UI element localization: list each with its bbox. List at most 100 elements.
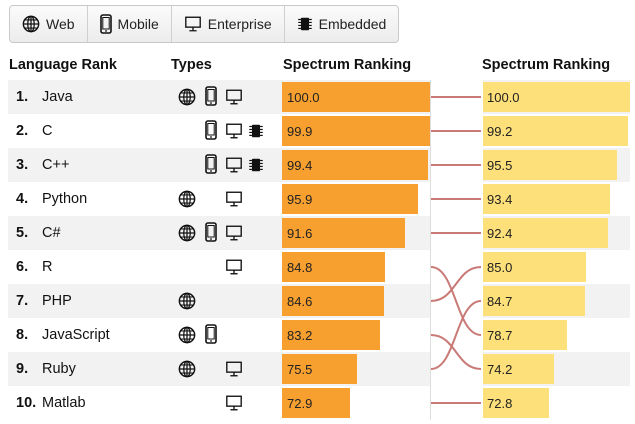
chip-icon [297,15,313,33]
left-ranking-value: 99.4 [287,158,313,173]
language-name: C [42,123,53,139]
table-row[interactable]: 7. PHP 84.6 84.7 [8,284,630,318]
mobile-icon [205,120,217,145]
monitor-icon [225,190,243,213]
left-ranking-value: 95.9 [287,192,313,207]
mobile-icon [205,154,217,179]
left-ranking-bar[interactable]: 84.8 [282,252,385,282]
right-ranking-bar[interactable]: 74.2 [482,354,554,384]
type-icons [168,154,263,179]
right-ranking-value: 92.4 [487,226,513,241]
filter-mobile-button[interactable]: Mobile [88,6,172,42]
monitor-icon [225,224,243,247]
table-row[interactable]: 2. C 99.9 99.2 [8,114,630,148]
type-icons [168,86,248,111]
table-row[interactable]: 5. C# 91.6 92.4 [8,216,630,250]
left-ranking-value: 84.6 [287,294,313,309]
filter-web-button[interactable]: Web [10,6,88,42]
right-ranking-bar[interactable]: 100.0 [482,82,630,112]
language-name: Ruby [42,361,76,377]
type-icons [168,222,248,247]
rank-number: 5. [16,225,29,241]
globe-icon [178,360,196,383]
globe-icon [178,292,196,315]
language-rank-header[interactable]: Language Rank [9,57,117,73]
filter-label: Web [46,16,75,32]
monitor-icon [225,156,243,179]
types-header[interactable]: Types [171,57,212,73]
mobile-icon [205,86,217,111]
right-ranking-bar[interactable]: 85.0 [482,252,586,282]
left-ranking-bar[interactable]: 84.6 [282,286,385,316]
chip-icon [248,156,264,179]
language-name: R [42,259,53,275]
right-ranking-value: 85.0 [487,260,513,275]
platform-filter-bar: Web Mobile Enterprise Embedded [9,5,400,43]
right-ranking-bar[interactable]: 84.7 [482,286,585,316]
right-ranking-bar[interactable]: 78.7 [482,320,567,350]
globe-icon [178,88,196,111]
rank-number: 6. [16,259,29,275]
table-row[interactable]: 9. Ruby 75.5 74.2 [8,352,630,386]
type-icons [168,291,248,313]
monitor-icon [225,394,243,417]
rank-number: 10. [16,395,37,411]
right-ranking-value: 74.2 [487,362,513,377]
language-name: Python [42,191,88,207]
left-ranking-value: 83.2 [287,328,313,343]
left-ranking-value: 91.6 [287,226,313,241]
table-row[interactable]: 6. R 84.8 85.0 [8,250,630,284]
monitor-icon [225,258,243,281]
left-ranking-value: 84.8 [287,260,313,275]
monitor-icon [225,122,243,145]
right-ranking-bar[interactable]: 72.8 [482,388,550,418]
left-ranking-bar[interactable]: 95.9 [282,184,418,214]
language-name: Java [42,89,73,105]
rank-number: 1. [16,89,29,105]
table-row[interactable]: 3. C++ 99.4 95.5 [8,148,630,182]
language-name: C++ [42,157,70,173]
table-row[interactable]: 8. JavaScript 83.2 78.7 [8,318,630,352]
left-ranking-bar[interactable]: 99.9 [282,116,430,146]
right-ranking-value: 93.4 [487,192,513,207]
filter-label: Embedded [318,16,387,32]
chip-icon [248,122,264,145]
filter-label: Enterprise [207,16,272,32]
right-ranking-value: 84.7 [487,294,513,309]
rank-number: 7. [16,293,29,309]
rank-number: 8. [16,327,29,343]
rank-number: 3. [16,157,29,173]
left-ranking-value: 75.5 [287,362,313,377]
filter-embedded-button[interactable]: Embedded [285,6,399,42]
table-row[interactable]: 4. Python 95.9 93.4 [8,182,630,216]
filter-enterprise-button[interactable]: Enterprise [172,6,285,42]
right-ranking-bar[interactable]: 99.2 [482,116,628,146]
rank-change-links [430,96,482,404]
table-row[interactable]: 1. Java 100.0 100.0 [8,80,630,114]
left-ranking-bar[interactable]: 91.6 [282,218,406,248]
left-ranking-value: 100.0 [287,90,320,105]
rank-link-line [430,266,482,336]
type-icons [168,120,263,145]
monitor-icon [184,15,202,33]
table-row[interactable]: 10. Matlab 72.9 72.8 [8,386,630,420]
rank-link-line [430,266,482,302]
language-name: JavaScript [42,327,110,343]
left-ranking-header[interactable]: Spectrum Ranking [283,57,412,73]
left-ranking-bar[interactable]: 72.9 [282,388,350,418]
left-ranking-bar[interactable]: 75.5 [282,354,358,384]
right-ranking-bar[interactable]: 95.5 [482,150,617,180]
left-ranking-bar[interactable]: 100.0 [282,82,430,112]
globe-icon [178,224,196,247]
left-ranking-value: 72.9 [287,396,313,411]
mobile-icon [99,14,112,34]
left-ranking-bar[interactable]: 99.4 [282,150,429,180]
type-icons [168,189,248,211]
right-ranking-header[interactable]: Spectrum Ranking [482,57,611,73]
type-icons [168,324,248,347]
right-ranking-value: 100.0 [487,90,520,105]
right-ranking-bar[interactable]: 92.4 [482,218,608,248]
rank-number: 2. [16,123,29,139]
right-ranking-bar[interactable]: 93.4 [482,184,611,214]
left-ranking-bar[interactable]: 83.2 [282,320,381,350]
